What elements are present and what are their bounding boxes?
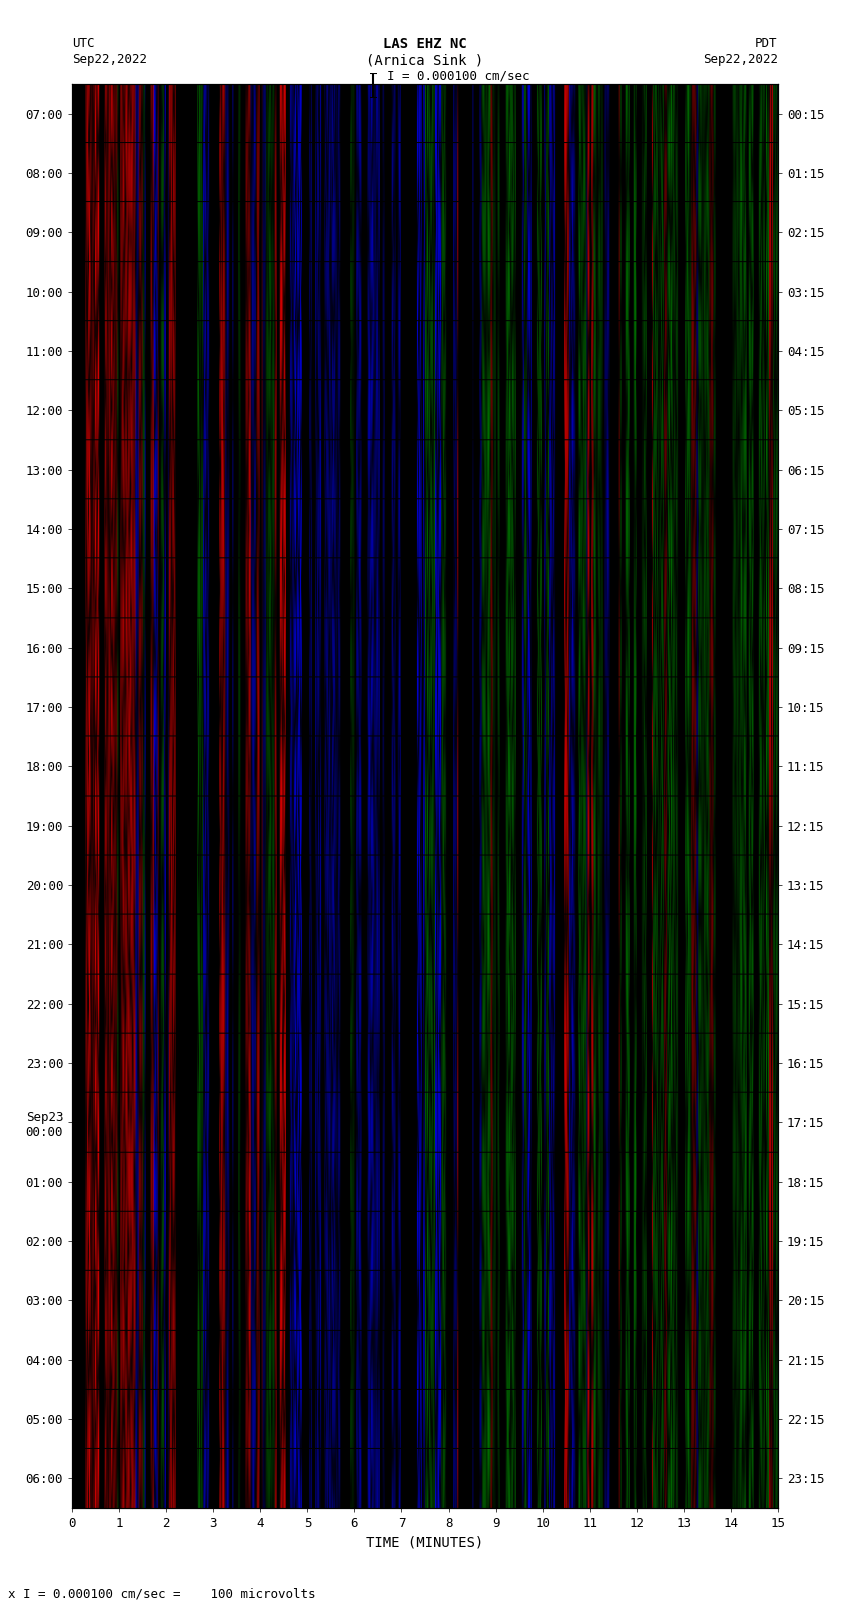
Text: LAS EHZ NC: LAS EHZ NC: [383, 37, 467, 52]
Text: UTC: UTC: [72, 37, 94, 50]
X-axis label: TIME (MINUTES): TIME (MINUTES): [366, 1536, 484, 1550]
Text: PDT: PDT: [756, 37, 778, 50]
Text: (Arnica Sink ): (Arnica Sink ): [366, 53, 484, 68]
Text: I = 0.000100 cm/sec: I = 0.000100 cm/sec: [387, 69, 530, 82]
Text: x I = 0.000100 cm/sec =    100 microvolts: x I = 0.000100 cm/sec = 100 microvolts: [8, 1587, 316, 1600]
Text: Sep22,2022: Sep22,2022: [703, 53, 778, 66]
Text: Sep22,2022: Sep22,2022: [72, 53, 147, 66]
